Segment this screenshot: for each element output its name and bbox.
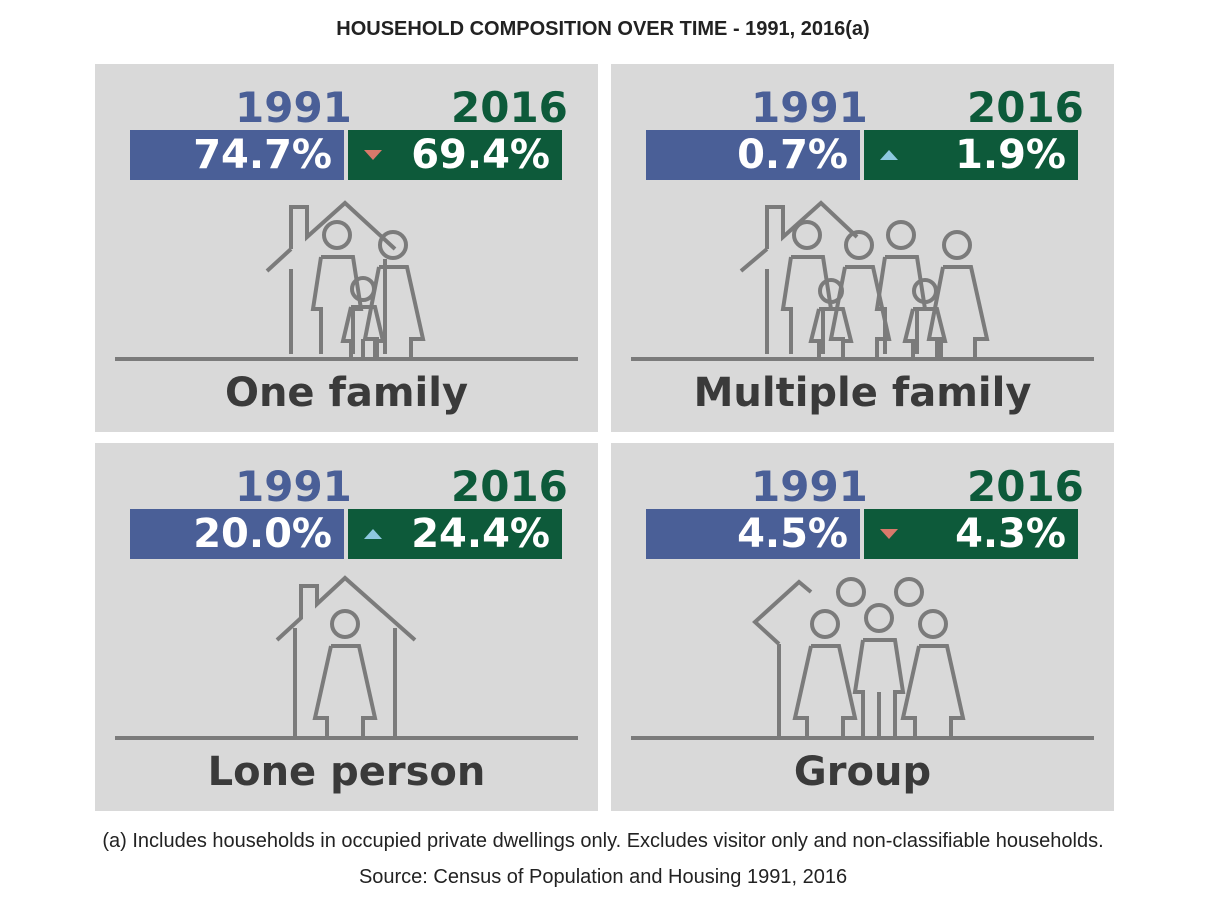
year-1991-label: 1991	[235, 83, 352, 132]
up-arrow-icon	[364, 529, 382, 539]
footnote: (a) Includes households in occupied priv…	[102, 830, 1104, 852]
panel-label: Lone person	[207, 749, 486, 795]
year-2016-label: 2016	[451, 462, 568, 511]
page-title: HOUSEHOLD COMPOSITION OVER TIME - 1991, …	[336, 18, 870, 40]
value-1991: 4.5%	[646, 509, 860, 559]
up-arrow-icon	[880, 150, 898, 160]
value-2016-text: 1.9%	[955, 132, 1066, 178]
value-2016-text: 69.4%	[411, 132, 550, 178]
year-1991-label: 1991	[751, 462, 868, 511]
panel-group: 1991 2016 4.5% 4.3% Group	[611, 443, 1114, 811]
value-1991: 20.0%	[130, 509, 344, 559]
value-2016: 1.9%	[864, 130, 1078, 180]
value-2016: 69.4%	[348, 130, 562, 180]
down-arrow-icon	[880, 529, 898, 539]
value-1991: 74.7%	[130, 130, 344, 180]
group-icon	[631, 577, 1094, 740]
value-2016-text: 24.4%	[411, 511, 550, 557]
value-2016: 24.4%	[348, 509, 562, 559]
panel-multiple-family: 1991 2016 0.7% 1.9% Multiple family	[611, 64, 1114, 432]
multiple-family-icon	[631, 200, 1094, 361]
panel-one-family: 1991 2016 74.7% 69.4% One family	[95, 64, 598, 432]
one-family-icon	[115, 200, 578, 361]
year-2016-label: 2016	[967, 462, 1084, 511]
source-note: Source: Census of Population and Housing…	[358, 866, 848, 888]
value-1991: 0.7%	[646, 130, 860, 180]
lone-person-icon	[115, 575, 578, 740]
value-2016: 4.3%	[864, 509, 1078, 559]
down-arrow-icon	[364, 150, 382, 160]
year-1991-label: 1991	[235, 462, 352, 511]
year-2016-label: 2016	[451, 83, 568, 132]
year-2016-label: 2016	[967, 83, 1084, 132]
panel-label: One family	[224, 370, 469, 416]
panel-label: Group	[793, 749, 932, 795]
value-2016-text: 4.3%	[955, 511, 1066, 557]
panel-label: Multiple family	[693, 370, 1032, 416]
year-1991-label: 1991	[751, 83, 868, 132]
panel-lone-person: 1991 2016 20.0% 24.4% Lone person	[95, 443, 598, 811]
